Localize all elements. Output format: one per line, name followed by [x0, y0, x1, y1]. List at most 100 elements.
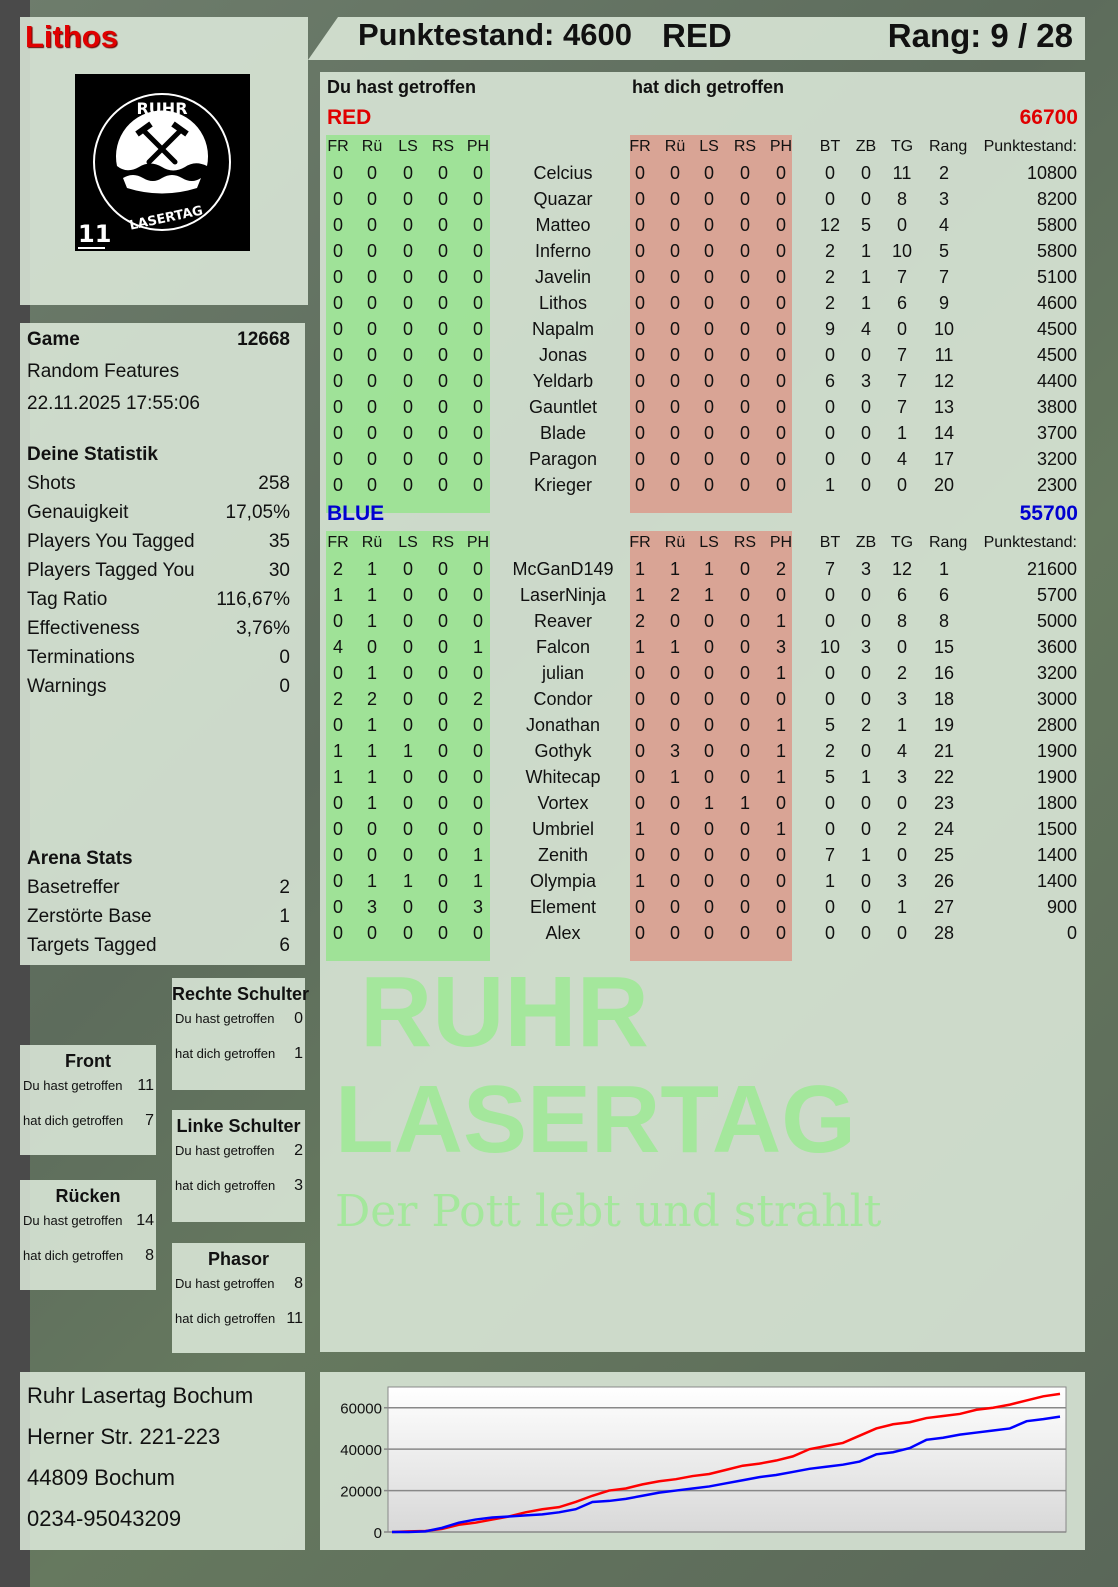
hit-you-value: 0: [669, 689, 680, 709]
player-score: 5100: [1036, 267, 1077, 287]
stat-value: 0: [860, 871, 871, 891]
player-name: McGanD149: [512, 559, 614, 579]
hit-you-value: 0: [775, 371, 786, 391]
stat-value: 1: [938, 559, 949, 579]
you-hit-value: 0: [402, 923, 413, 943]
hit-you-value: 0: [739, 475, 750, 495]
column-header-score: Punktestand:: [983, 138, 1077, 155]
arena-title: Arena Stats: [27, 848, 290, 870]
hit-you-value: 0: [634, 741, 645, 761]
you-hit-value: 0: [332, 241, 343, 261]
hit-you-value: 0: [739, 637, 750, 657]
y-tick-label: 20000: [340, 1484, 382, 1501]
hit-you-value: 0: [703, 319, 714, 339]
column-header: FR: [327, 534, 349, 551]
header-rank: Rang: 9 / 28: [887, 17, 1073, 54]
you-hit-column-bg: [326, 135, 490, 513]
stat-value: 1: [824, 475, 835, 495]
you-hit-value: 0: [332, 793, 343, 813]
column-header: PH: [466, 138, 490, 155]
hit-you-value: 0: [634, 923, 645, 943]
you-hit-value: 0: [437, 449, 448, 469]
stat-value: 23: [933, 793, 955, 813]
stat-value: 22: [933, 767, 955, 787]
hit-you-value: 1: [775, 715, 786, 735]
player-score: 0: [1066, 923, 1077, 943]
stat-value: 4: [860, 319, 871, 339]
stat-value: 27: [933, 897, 955, 917]
hit-you-value: 0: [634, 475, 645, 495]
zone-hit-label: Du hast getroffen: [175, 1276, 275, 1291]
you-hit-value: 0: [472, 715, 483, 735]
stat-value: 0: [860, 345, 871, 365]
hit-you-value: 1: [669, 637, 680, 657]
arena-row: Basetreffer 2: [27, 877, 290, 899]
arena-label: Basetreffer: [27, 877, 120, 898]
you-hit-value: 0: [472, 611, 483, 631]
you-hit-value: 0: [437, 241, 448, 261]
you-hit-value: 0: [437, 559, 448, 579]
you-hit-value: 0: [472, 189, 483, 209]
player-name: Celcius: [533, 163, 593, 183]
game-mode: Random Features: [27, 361, 290, 383]
stat-value: 5: [860, 215, 871, 235]
zone-got-label: hat dich getroffen: [175, 1311, 276, 1326]
game-mode-text: Random Features: [27, 361, 180, 382]
stat-value: 0: [896, 475, 907, 495]
you-hit-value: 0: [472, 585, 483, 605]
stat-value: 1: [860, 267, 871, 287]
hit-you-value: 0: [739, 923, 750, 943]
hit-you-value: 0: [775, 423, 786, 443]
stat-value: 5: [824, 767, 835, 787]
stat-value: 1: [860, 767, 871, 787]
you-hit-value: 0: [366, 819, 377, 839]
hit-you-value: 0: [775, 319, 786, 339]
zone-hit-value: 0: [294, 1010, 303, 1027]
column-header: PH: [769, 534, 793, 551]
stat-value: 258: [258, 473, 290, 494]
stat-value: 0: [860, 663, 871, 683]
you-hit-value: 0: [437, 189, 448, 209]
zone-got-value: 1: [294, 1045, 303, 1062]
column-header: Rü: [664, 138, 686, 155]
you-hit-value: 1: [366, 715, 377, 735]
player-name: Alex: [545, 923, 581, 943]
hit-you-value: 0: [634, 371, 645, 391]
stat-value: 7: [824, 845, 835, 865]
you-hit-value: 1: [366, 585, 377, 605]
you-hit-value: 0: [402, 371, 413, 391]
you-hit-value: 0: [472, 345, 483, 365]
you-hit-value: 0: [332, 267, 343, 287]
player-name: Falcon: [535, 637, 591, 657]
hit-you-value: 0: [775, 923, 786, 943]
you-hit-value: 0: [437, 371, 448, 391]
address-line: Ruhr Lasertag Bochum: [27, 1383, 254, 1408]
you-hit-value: 0: [332, 319, 343, 339]
stat-value: 0: [896, 793, 907, 813]
you-hit-value: 0: [332, 663, 343, 683]
hit-you-value: 0: [739, 819, 750, 839]
hit-you-value: 0: [669, 267, 680, 287]
hit-you-value: 1: [775, 741, 786, 761]
zone-got-value: 11: [286, 1310, 303, 1327]
player-score: 3000: [1036, 689, 1077, 709]
you-hit-value: 0: [437, 689, 448, 709]
stat-value: 15: [933, 637, 955, 657]
stat-value: 26: [933, 871, 955, 891]
player-name: Paragon: [528, 449, 598, 469]
stat-value: 0: [860, 689, 871, 709]
stat-value: 12: [891, 559, 913, 579]
zone-got-label: hat dich getroffen: [23, 1113, 124, 1128]
hit-you-value: 0: [775, 449, 786, 469]
stat-value: 8: [896, 611, 907, 631]
you-hit-value: 0: [472, 559, 483, 579]
you-hit-value: 0: [437, 663, 448, 683]
hit-you-value: 1: [634, 637, 645, 657]
player-name: julian: [541, 663, 585, 683]
column-header: ZB: [855, 138, 877, 155]
stat-value: 0: [896, 923, 907, 943]
player-score: 4500: [1036, 319, 1077, 339]
hit-you-value: 0: [739, 689, 750, 709]
column-header: BT: [819, 138, 841, 155]
hit-you-value: 0: [703, 215, 714, 235]
